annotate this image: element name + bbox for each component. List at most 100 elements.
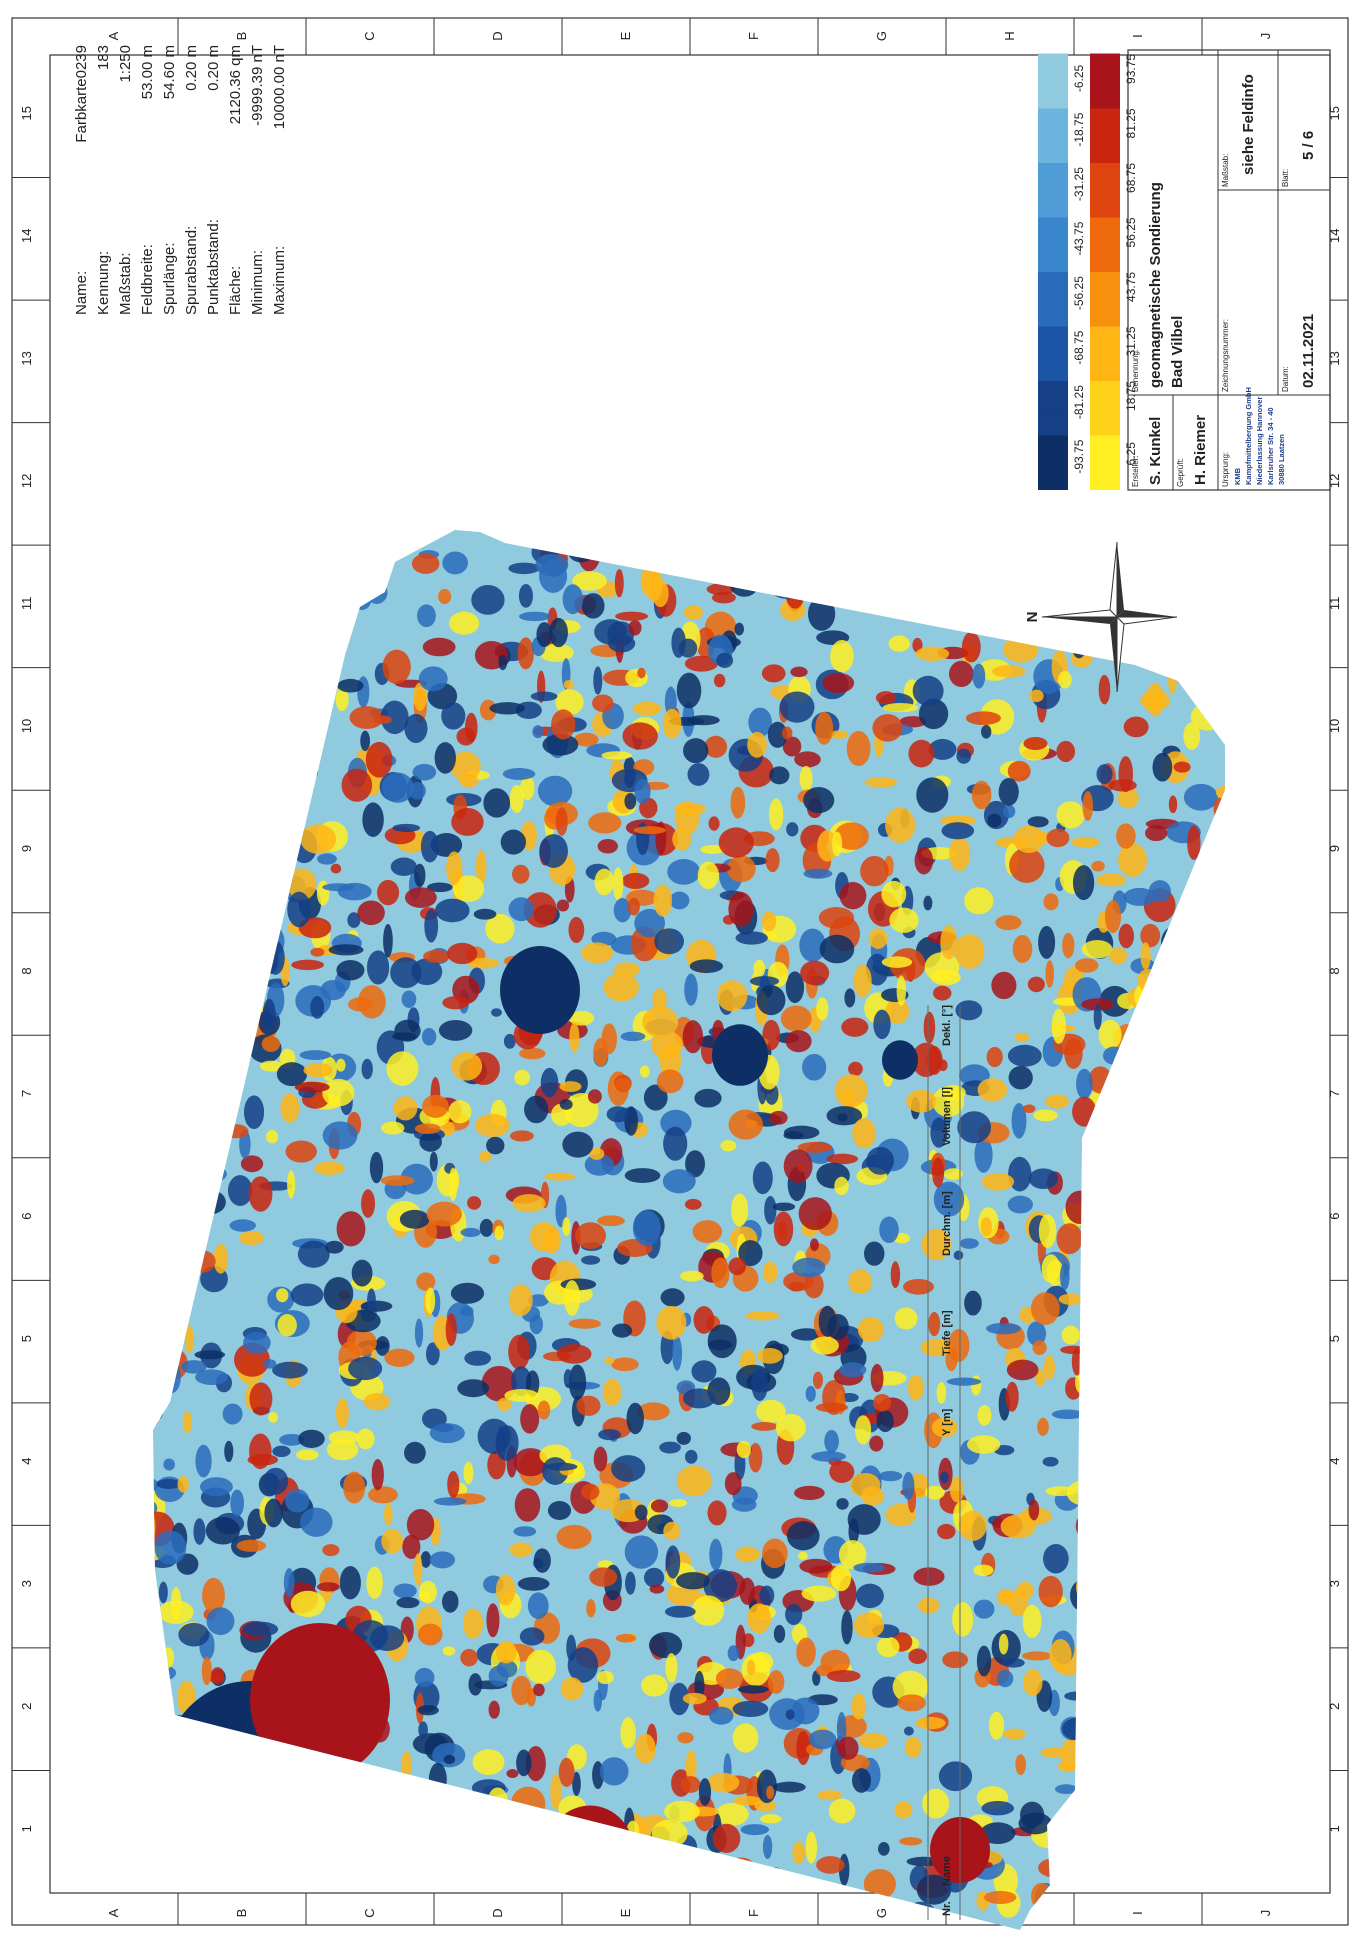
anomaly-blob [885, 998, 910, 1025]
anomaly-blob [626, 1402, 644, 1435]
anomaly-blob [911, 1042, 941, 1078]
anomaly-blob [903, 1726, 914, 1736]
anomaly-blob [680, 1776, 701, 1793]
anomaly-blob [287, 1170, 296, 1199]
anomaly-blob [660, 1109, 692, 1137]
anomaly-blob [404, 887, 437, 908]
anomaly-blob [467, 1196, 482, 1210]
anomaly-blob [511, 1675, 532, 1706]
anomaly-blob [1096, 764, 1113, 785]
anomaly-blob [224, 1440, 234, 1463]
compass-rose-icon: N [1024, 541, 1178, 693]
anomaly-blob [981, 1172, 1015, 1191]
anomaly-blob [1055, 1784, 1078, 1795]
anomaly-blob [194, 1350, 226, 1360]
anomaly-blob [401, 1751, 412, 1779]
anomaly-blob [930, 1117, 948, 1148]
legend-swatch-positive [1090, 53, 1120, 82]
anomaly-blob [974, 1136, 993, 1173]
anomaly-blob [837, 1113, 848, 1122]
anomaly-blob [495, 1640, 517, 1664]
anomaly-blob [964, 1290, 982, 1316]
anomaly-table-header: Volumen [l] [941, 1087, 953, 1146]
anomaly-blob [668, 1498, 687, 1508]
frame-col-label: 1 [19, 1825, 34, 1832]
anomaly-blob [711, 591, 736, 604]
frame-col-label: 11 [19, 597, 34, 611]
anomaly-blob [663, 1521, 681, 1541]
anomaly-blob [280, 1093, 300, 1123]
ursprung-line: Karlsruher Str. 34 - 40 [1266, 407, 1275, 485]
anomaly-blob [706, 583, 736, 596]
anomaly-blob [680, 1270, 704, 1282]
anomaly-blob [977, 1078, 1008, 1102]
legend-swatch-positive [1090, 217, 1120, 245]
anomaly-blob [456, 727, 476, 746]
anomaly-blob [677, 1732, 694, 1744]
anomaly-blob [472, 1749, 505, 1775]
anomaly-blob [1045, 1486, 1076, 1497]
anomaly-blob [904, 1736, 922, 1758]
anomaly-blob [662, 708, 682, 739]
anomaly-blob [674, 800, 700, 835]
anomaly-blob [676, 1465, 712, 1497]
anomaly-blob [411, 553, 440, 574]
anomaly-blob [621, 1929, 657, 1930]
anomaly-blob [272, 1445, 291, 1458]
anomaly-blob [637, 667, 646, 679]
anomaly-blob [517, 1576, 550, 1591]
anomaly-blob [739, 1577, 756, 1605]
anomaly-blob [154, 1530, 187, 1565]
anomaly-blob [393, 1096, 418, 1121]
anomaly-blob [1059, 1262, 1070, 1290]
anomaly-blob [1081, 940, 1113, 959]
anomaly-blob [855, 1583, 884, 1609]
anomaly-blob [815, 711, 834, 745]
anomaly-blob [205, 1516, 240, 1545]
anomaly-blob [767, 721, 788, 748]
anomaly-blob [316, 880, 330, 906]
anomaly-blob [383, 923, 393, 958]
anomaly-blob [413, 1553, 423, 1587]
anomaly-blob [489, 702, 526, 715]
anomaly-blob [367, 1288, 376, 1314]
anomaly-blob [341, 768, 373, 802]
anomaly-blob [1062, 932, 1075, 959]
anomaly-blob [676, 1572, 710, 1590]
anomaly-blob [908, 739, 935, 768]
anomaly-blob [1037, 1417, 1049, 1436]
anomaly-blob [624, 793, 637, 810]
anomaly-blob [182, 1410, 192, 1434]
anomaly-blob [549, 617, 568, 648]
anomaly-blob [832, 831, 843, 857]
anomaly-blob [1061, 1325, 1080, 1345]
anomaly-blob [838, 1540, 867, 1570]
anomaly-blob [408, 781, 426, 800]
anomaly-blob [1146, 682, 1164, 717]
anomaly-blob [876, 1636, 900, 1658]
anomaly-blob [938, 1761, 973, 1792]
anomaly-blob [300, 1507, 333, 1537]
anomaly-blob [726, 855, 756, 883]
anomaly-blob [792, 1841, 806, 1865]
anomaly-blob [656, 1305, 687, 1340]
anomaly-blob [689, 959, 724, 974]
anomaly-blob [684, 973, 698, 1006]
anomaly-blob [614, 568, 624, 598]
legend-label-negative: -93.75 [1072, 439, 1086, 473]
anomaly-blob [540, 1067, 559, 1098]
anomaly-blob [704, 735, 728, 758]
anomaly-blob [728, 1109, 763, 1140]
anomaly-blob [687, 763, 710, 786]
anomaly-blob [715, 1802, 749, 1826]
anomaly-blob [316, 1582, 340, 1592]
anomaly-blob [381, 1121, 405, 1135]
anomaly-blob [847, 1504, 881, 1535]
anomaly-blob [682, 1020, 704, 1054]
anomaly-blob [406, 1509, 435, 1541]
anomaly-blob-large [500, 946, 580, 1034]
anomaly-blob [287, 868, 317, 901]
legend-label-positive: 56.25 [1124, 217, 1138, 247]
anomaly-blob [822, 672, 855, 694]
anomaly-blob [1038, 1575, 1063, 1608]
